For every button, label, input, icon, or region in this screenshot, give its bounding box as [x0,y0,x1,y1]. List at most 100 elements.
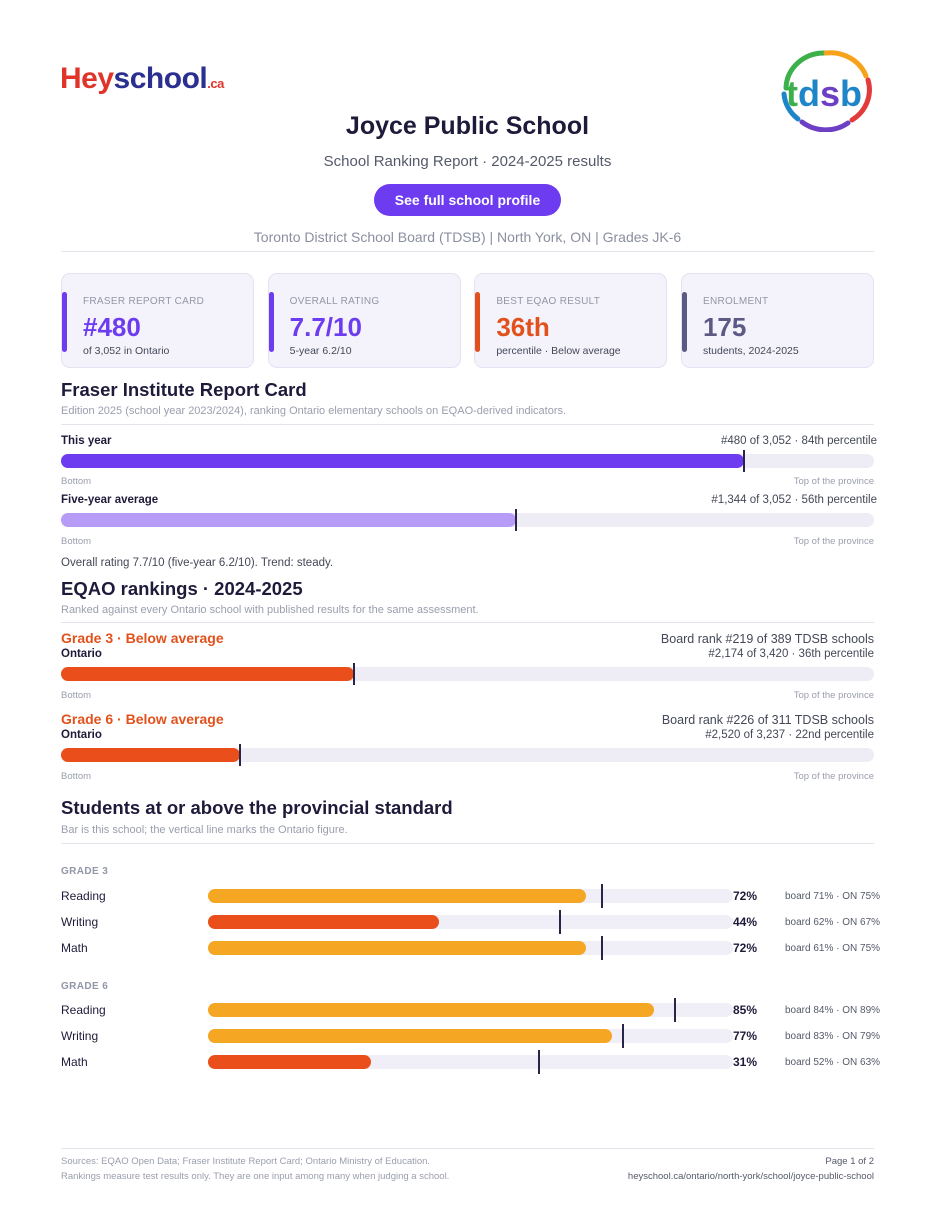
g6-reading-label: Reading [61,1003,106,1017]
fraser-heading: Fraser Institute Report Card [61,379,307,400]
card-label: FRASER REPORT CARD [83,296,205,307]
tdsb-ring-purple [799,119,851,132]
fraser-note: Overall rating 7.7/10 (five-year 6.2/10)… [61,557,334,569]
this-year-marker [742,450,745,472]
g6-writing-label: Writing [61,1029,99,1043]
footer-divider [61,1148,874,1149]
card-label: ENROLMENT [702,296,769,307]
grade3-group-label: GRADE 3 [61,866,109,877]
this-year-rank: #480 of 3,052 · 84th percentile [720,435,877,447]
g3-reading-fill [208,889,586,903]
card-accent [475,292,481,352]
g3-reading-pct: 72% [733,889,758,903]
eqao-heading: EQAO rankings · 2024-2025 [61,578,303,599]
grade6-ranking-title: Grade 6 · Below average [61,711,224,727]
tdsb-wordmark: tdsb [786,73,862,114]
tdsb-ring-orange [823,50,869,79]
card-overall-rating: OVERALL RATING 7.7/10 5-year 6.2/10 [267,273,461,368]
footer-url[interactable]: heyschool.ca/ontario/north-york/school/j… [627,1171,874,1182]
card-sub: students, 2024-2025 [702,345,799,357]
g6-math-pct: 31% [733,1055,758,1069]
g6-math-fill [208,1055,371,1069]
card-fraser: FRASER REPORT CARD #480 of 3,052 in Onta… [61,273,254,368]
grade3-ranking-title: Grade 3 · Below average [61,630,224,646]
five-year-track [61,509,874,531]
fraser-desc: Edition 2025 (school year 2023/2024), ra… [61,405,567,417]
grade6-group-label: GRADE 6 [61,981,109,992]
card-label: OVERALL RATING [289,296,380,307]
card-value: 175 [702,312,747,342]
tdsb-ring-red [849,77,872,123]
g6-writing-fill [208,1029,613,1043]
g6-writing-ontario-marker [621,1024,624,1048]
card-sub: 5-year 6.2/10 [289,345,352,357]
grade3-ranking-fill [61,667,354,681]
g3-writing-fill [208,915,439,929]
card-sub: percentile · Below average [496,345,621,357]
summary-cards: FRASER REPORT CARD #480 of 3,052 in Onta… [61,273,874,368]
g6-math-track [208,1050,733,1074]
full-profile-button[interactable]: See full school profile [373,184,562,216]
g6-math-compare: board 52% · ON 63% [785,1057,881,1068]
g6-math-ontario-marker [537,1050,540,1074]
eqao-divider [61,622,874,623]
g6-reading-compare: board 84% · ON 89% [785,1005,881,1016]
edge-bottom: Bottom [61,476,92,487]
tdsb-ring-green [783,50,827,91]
g6-writing-compare: board 83% · ON 79% [785,1031,881,1042]
g6-reading-ontario-marker [674,998,677,1022]
edge-top: Top of the province [793,536,874,547]
card-accent [268,292,274,352]
g3-writing-compare: board 62% · ON 67% [785,917,881,928]
this-year-label: This year [61,435,112,447]
g3-math-ontario-marker [600,936,603,960]
g6-reading-fill [208,1003,655,1017]
edge-bottom: Bottom [61,771,92,782]
this-year-fill [61,454,744,468]
g6-math-label: Math [61,1055,88,1069]
g6-writing-pct: 77% [733,1029,758,1043]
g6-writing-track [208,1024,733,1048]
g6-reading-pct: 85% [733,1003,758,1017]
g3-writing-pct: 44% [733,915,758,929]
grade3-board-rank: Board rank #219 of 389 TDSB schools [660,632,874,646]
card-value: #480 [83,312,141,342]
footer-sources-line: Sources: EQAO Open Data; Fraser Institut… [61,1156,431,1167]
edge-bottom: Bottom [61,536,92,547]
card-enrolment: ENROLMENT 175 students, 2024-2025 [680,273,874,368]
edge-bottom: Bottom [61,690,92,701]
g3-math-pct: 72% [733,941,758,955]
card-accent [62,292,67,352]
report-header: Joyce Public School School Ranking Repor… [0,112,935,245]
grade6-ranking-track [61,744,874,766]
g3-writing-track [208,910,733,934]
g3-math-fill [208,941,586,955]
grade6-ranking-sub: Ontario [61,729,102,741]
grade6-ontario-rank: #2,520 of 3,237 · 22nd percentile [705,729,874,741]
header-divider [61,251,874,252]
fraser-divider [61,424,874,425]
standard-heading: Students at or above the provincial stan… [61,797,453,818]
page-number: Page 1 of 2 [825,1156,874,1167]
tdsb-ring-blue [781,91,801,122]
footer-sources: Sources: EQAO Open Data; Fraser Institut… [61,1154,449,1184]
g3-reading-ontario-marker [600,884,603,908]
report-subtitle: School Ranking Report · 2024-2025 result… [323,153,612,170]
page-title: Joyce Public School [345,112,590,140]
g3-reading-track [208,884,733,908]
eqao-desc: Ranked against every Ontario school with… [61,604,479,616]
five-year-rank: #1,344 of 3,052 · 56th percentile [711,494,877,506]
g3-math-label: Math [61,941,88,955]
g3-writing-label: Writing [61,915,99,929]
g3-math-track [208,936,733,960]
heyschool-logo: Heyschool.ca [60,62,224,95]
edge-top: Top of the province [793,476,874,487]
card-label: BEST EQAO RESULT [496,296,601,307]
grade6-board-rank: Board rank #226 of 311 TDSB schools [661,713,874,727]
g6-reading-track [208,998,733,1022]
grade6-ranking-fill [61,748,240,762]
five-year-label: Five-year average [61,494,159,506]
grade3-ranking-track [61,663,874,685]
this-year-track [61,450,874,472]
card-value: 36th [496,312,550,342]
